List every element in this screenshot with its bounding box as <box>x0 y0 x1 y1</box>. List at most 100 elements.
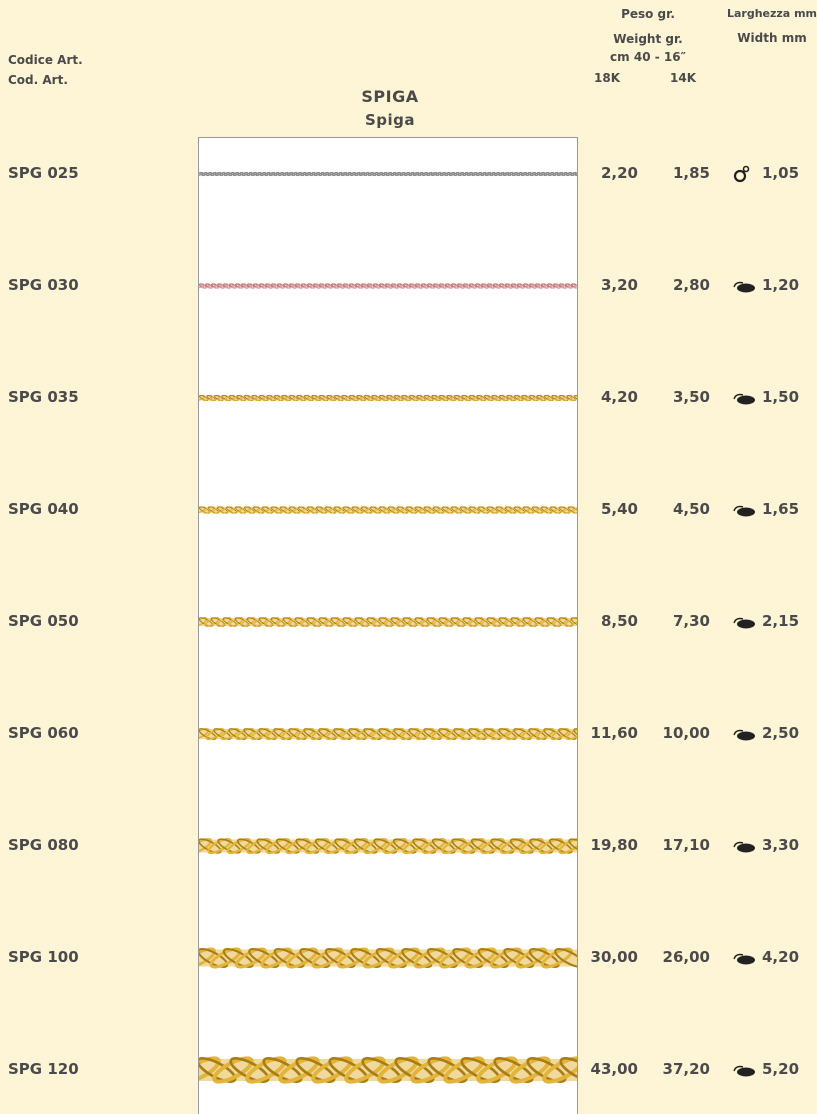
chain <box>199 837 577 855</box>
item-code: SPG 060 <box>8 724 79 742</box>
weight-18k: 5,40 <box>600 500 638 518</box>
width-mm: 3,30 <box>762 836 800 854</box>
chain-link <box>565 727 577 741</box>
chain-link <box>568 838 577 854</box>
item-code: SPG 030 <box>8 276 79 294</box>
weight-18k: 3,20 <box>600 276 638 294</box>
width-mm: 1,05 <box>762 164 800 182</box>
chain-link <box>324 837 349 855</box>
chain-link <box>464 947 497 969</box>
clasp-icon <box>737 731 755 741</box>
chain-link <box>480 837 505 855</box>
chain-link <box>226 837 252 855</box>
chain-link <box>245 1056 287 1084</box>
chain-link <box>538 837 564 855</box>
clasp-icon <box>737 619 755 629</box>
chain-link <box>515 947 548 969</box>
chain-link <box>336 947 370 969</box>
chain-link <box>199 727 210 741</box>
chain-link <box>520 727 540 741</box>
weight-18k: 2,20 <box>600 164 638 182</box>
chain-link <box>558 837 577 855</box>
width-label-en: Width mm <box>737 31 807 45</box>
chain-link <box>285 947 319 969</box>
chain-link <box>574 171 577 177</box>
weight-14k: 7,30 <box>672 612 710 630</box>
chain-link <box>325 727 345 741</box>
weight-18k: 30,00 <box>590 948 638 966</box>
chain <box>199 947 577 969</box>
clasp-icon <box>733 1065 744 1072</box>
item-code: SPG 035 <box>8 388 79 406</box>
chain-link <box>340 727 360 741</box>
weight-label-en: Weight gr. <box>613 32 683 46</box>
chain-link <box>577 172 583 176</box>
chain-link <box>489 947 523 969</box>
clasp-icon <box>733 617 744 624</box>
code-label-short: Cod. Art. <box>8 73 68 87</box>
chain-link <box>377 1056 419 1084</box>
clasp-icon <box>737 395 755 405</box>
clasp-icon <box>737 283 755 293</box>
clasp-icon <box>733 393 744 400</box>
chain-link <box>344 1056 386 1084</box>
chain-link <box>207 837 232 855</box>
weight-18k: 8,50 <box>600 612 638 630</box>
chain-link <box>311 947 344 969</box>
chain-link <box>540 947 574 969</box>
clasp-icon <box>733 841 744 848</box>
item-code: SPG 025 <box>8 164 79 182</box>
chain-link <box>199 617 208 627</box>
width-label: Larghezza mm <box>726 7 817 20</box>
weight-14k: 10,00 <box>662 724 710 742</box>
chain-link <box>199 837 213 855</box>
chain-link <box>441 837 466 855</box>
chain-link <box>343 837 369 855</box>
chain-link <box>199 947 217 969</box>
chain-link <box>509 1056 551 1084</box>
chain-link <box>443 1056 485 1084</box>
item-code: SPG 080 <box>8 836 79 854</box>
chain-link <box>199 1056 221 1084</box>
chain-link <box>535 727 555 741</box>
chain-link <box>212 1056 254 1084</box>
chain-link <box>235 727 255 741</box>
chain-link <box>490 727 510 741</box>
weight-18k: 19,80 <box>590 836 638 854</box>
weight-14k: 37,20 <box>662 1060 710 1078</box>
weight-18k: 4,20 <box>600 388 638 406</box>
clasp-icon <box>733 281 744 288</box>
weight-14k: 26,00 <box>662 948 710 966</box>
chain-link <box>370 727 390 741</box>
weight-18k: 43,00 <box>590 1060 638 1078</box>
chain-link <box>573 728 577 740</box>
chain <box>199 394 577 402</box>
chain-link <box>438 947 472 969</box>
chain-link <box>413 947 446 969</box>
chain-link <box>415 727 435 741</box>
chain-link <box>574 394 577 402</box>
chain <box>199 1056 577 1084</box>
width-mm: 1,65 <box>762 500 800 518</box>
chain <box>199 727 577 741</box>
chain-link <box>209 947 242 969</box>
chain-link <box>260 947 293 969</box>
chain-link <box>278 1056 320 1084</box>
chain-link <box>311 1056 353 1084</box>
clasp-icon <box>733 953 744 960</box>
chain-link <box>234 947 268 969</box>
chain-link <box>572 506 577 514</box>
chain-link <box>362 947 395 969</box>
item-code: SPG 120 <box>8 1060 79 1078</box>
chain-link <box>542 1056 577 1084</box>
width-mm: 5,20 <box>762 1060 800 1078</box>
chain-link <box>460 837 486 855</box>
chain-link <box>475 727 495 741</box>
chain-link <box>505 727 525 741</box>
width-mm: 1,20 <box>762 276 800 294</box>
chain-link <box>363 837 388 855</box>
weight-label: Peso gr. <box>621 7 675 21</box>
chain-link <box>570 617 577 627</box>
clasp-icon <box>742 165 750 173</box>
